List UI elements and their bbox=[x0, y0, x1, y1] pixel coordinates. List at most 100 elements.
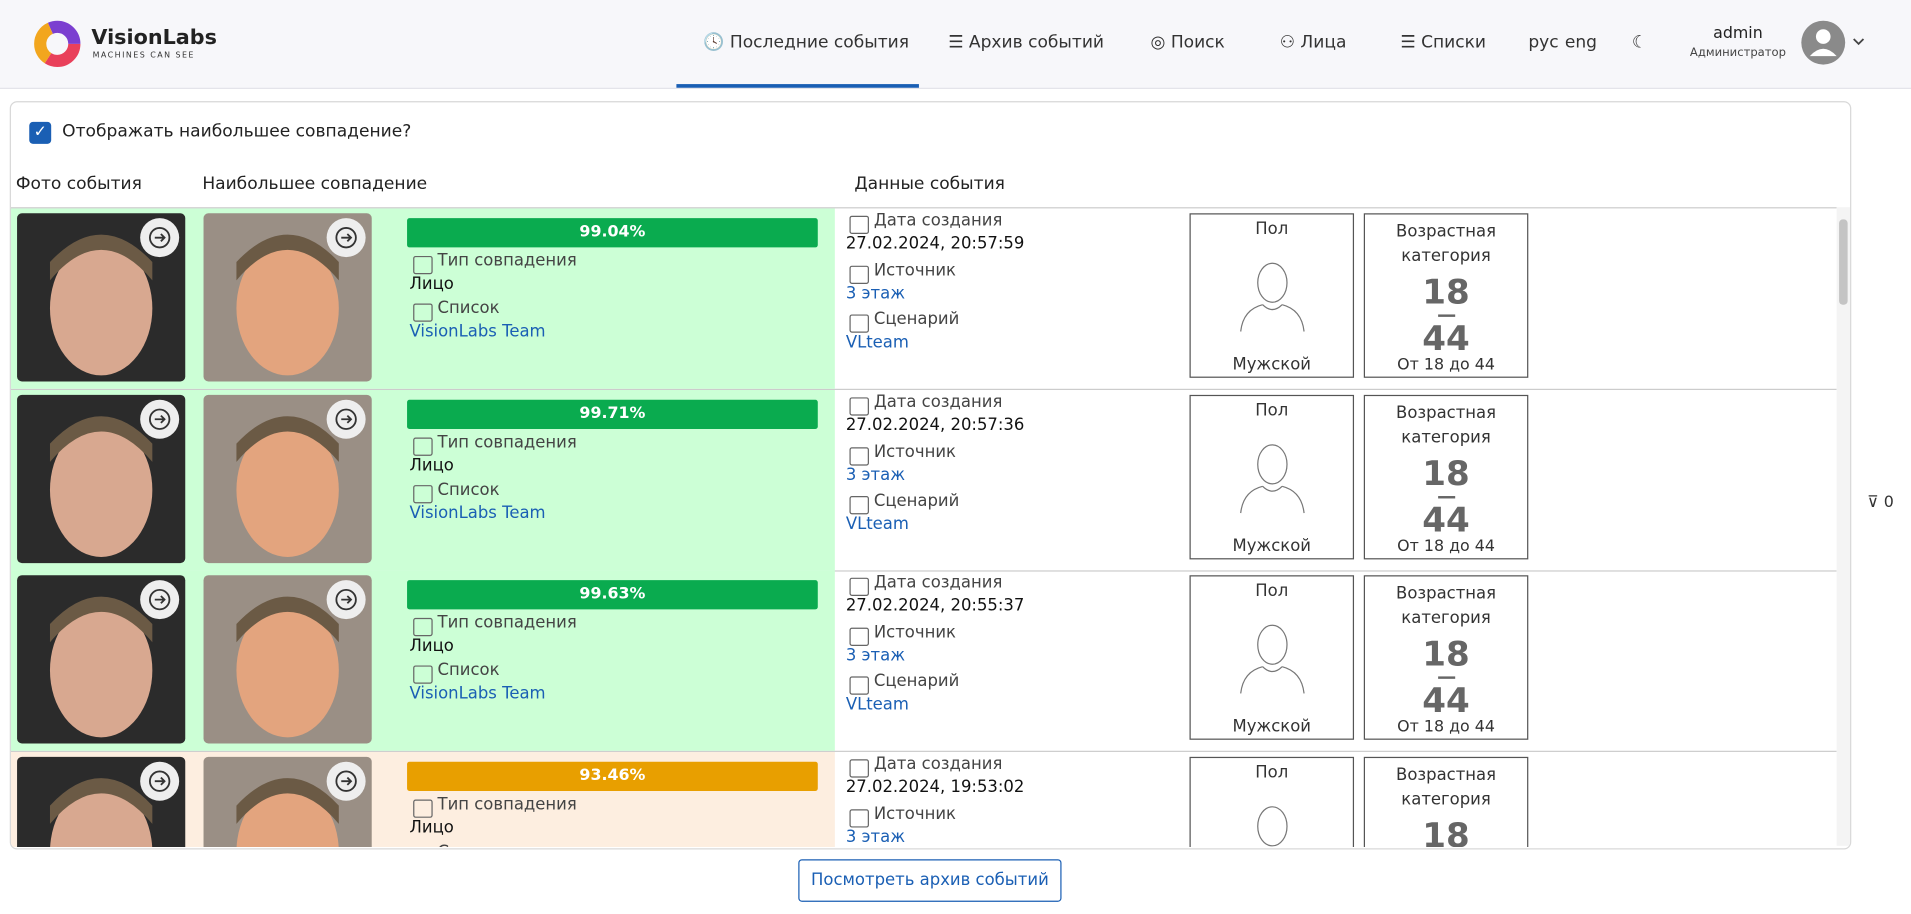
age-separator bbox=[1437, 314, 1455, 317]
event-row[interactable]: 99.63% Тип совпадения Лицо Список VisionLabs… bbox=[10, 570, 1837, 752]
face-image bbox=[49, 218, 180, 376]
score-bar: 99.71% bbox=[407, 399, 818, 429]
age-box: Возрастная категория 18 bbox=[1363, 756, 1529, 848]
event-row[interactable]: 99.71% Тип совпадения Лицо Список VisionLabs… bbox=[10, 389, 1837, 571]
theme-toggle[interactable]: ☾ bbox=[1631, 32, 1648, 53]
user-name: admin bbox=[1713, 24, 1763, 43]
date-label: Дата создания bbox=[873, 391, 1003, 412]
field-icon bbox=[849, 396, 869, 415]
filter-indicator[interactable]: ⊽ 0 bbox=[1867, 493, 1894, 512]
nav-item[interactable]: ◎ Поиск bbox=[1150, 32, 1225, 53]
event-row[interactable]: 93.46% Тип совпадения Лицо Список Дата созда… bbox=[10, 751, 1837, 848]
match-type-label: Тип совпадения bbox=[437, 613, 577, 633]
field-icon bbox=[413, 846, 433, 848]
checkbox[interactable]: ✓ bbox=[29, 121, 52, 144]
photo bbox=[203, 575, 372, 744]
filter-count: 0 bbox=[1883, 493, 1894, 512]
nav-item[interactable]: ⚇ Лица bbox=[1279, 32, 1347, 53]
age-box: Возрастная категория 18 44 От 18 до 44 bbox=[1363, 394, 1529, 559]
list-link: VisionLabs Team bbox=[409, 321, 546, 342]
date: 27.02.2024, 20:55:37 bbox=[845, 595, 1025, 616]
scenario-label: Сценарий bbox=[873, 490, 960, 511]
person-outline bbox=[1239, 443, 1305, 513]
event-row[interactable]: 99.04% Тип совпадения Лицо Список VisionLabs… bbox=[10, 208, 1837, 390]
gender-box: Пол bbox=[1189, 756, 1355, 848]
avatar[interactable] bbox=[1800, 20, 1868, 69]
face-image bbox=[49, 399, 180, 557]
user-role: Администратор bbox=[1689, 46, 1786, 60]
date: 27.02.2024, 20:57:59 bbox=[845, 234, 1025, 254]
scrollbar[interactable] bbox=[1836, 207, 1851, 846]
match-type: Лицо bbox=[409, 455, 454, 475]
lang[interactable]: eng bbox=[1564, 32, 1598, 53]
field-icon bbox=[849, 265, 869, 284]
age-max: 44 bbox=[1422, 318, 1470, 359]
gender-icon bbox=[1235, 437, 1308, 515]
person-outline bbox=[1239, 262, 1305, 332]
photo bbox=[17, 575, 186, 744]
photo bbox=[203, 394, 372, 563]
header: VisionLabs MACHINES CAN SEE 🕓 Последние … bbox=[0, 0, 1911, 89]
column-header: Наибольшее совпадение bbox=[202, 174, 428, 194]
person-outline bbox=[1256, 805, 1287, 846]
list-label: Список bbox=[438, 842, 500, 847]
logo-subtitle: MACHINES CAN SEE bbox=[92, 49, 195, 60]
date: 27.02.2024, 19:53:02 bbox=[845, 776, 1025, 797]
column-header: Данные события bbox=[854, 174, 1005, 194]
gender-box: Пол Мужской bbox=[1189, 394, 1355, 559]
face-image bbox=[236, 761, 366, 848]
age-box: Возрастная категория 18 44 От 18 до 44 bbox=[1363, 575, 1529, 740]
list-label: Список bbox=[437, 479, 500, 500]
age-box: Возрастная категория 18 44 От 18 до 44 bbox=[1363, 213, 1529, 378]
nav-active-underline bbox=[676, 84, 919, 88]
field-icon bbox=[849, 314, 869, 333]
age-label: Возрастная категория bbox=[1396, 402, 1497, 447]
field-icon bbox=[849, 577, 869, 596]
gender-value: Мужской bbox=[1232, 716, 1312, 737]
archive-button[interactable]: Посмотреть архив событий bbox=[798, 859, 1062, 902]
nav-item[interactable]: ☰ Списки bbox=[1400, 32, 1487, 53]
face-image bbox=[49, 761, 180, 848]
age-min: 18 bbox=[1422, 814, 1470, 848]
date-label: Дата создания bbox=[873, 753, 1003, 774]
source-label: Источник bbox=[873, 803, 956, 824]
age-max: 44 bbox=[1422, 499, 1470, 540]
age-range: От 18 до 44 bbox=[1397, 536, 1495, 556]
age-label: Возрастная категория bbox=[1396, 221, 1497, 266]
age-range: От 18 до 44 bbox=[1397, 355, 1495, 375]
age-min: 18 bbox=[1422, 452, 1470, 493]
scenario-link: VLteam bbox=[845, 332, 909, 353]
match-type: Лицо bbox=[409, 274, 454, 294]
lang[interactable]: рус bbox=[1528, 32, 1559, 53]
list-link: VisionLabs Team bbox=[409, 502, 546, 523]
field-icon bbox=[413, 303, 433, 322]
field-icon bbox=[849, 676, 869, 695]
match-type-label: Тип совпадения bbox=[437, 251, 577, 271]
nav-item[interactable]: 🕓 Последние события bbox=[703, 32, 910, 53]
gender-icon bbox=[1235, 256, 1308, 334]
nav-text: Поиск bbox=[1170, 32, 1225, 53]
score-bar: 99.04% bbox=[407, 218, 818, 248]
field-icon bbox=[413, 255, 433, 275]
source-link: 3 этаж bbox=[845, 826, 906, 847]
age-separator bbox=[1437, 676, 1455, 679]
list-label: Список bbox=[437, 660, 500, 681]
match-type-label: Тип совпадения bbox=[437, 794, 577, 814]
gender-label: Пол bbox=[1255, 219, 1289, 239]
photo bbox=[17, 213, 186, 382]
score-bar: 99.63% bbox=[407, 580, 818, 610]
scenario-label: Сценарий bbox=[873, 309, 960, 330]
age-max: 44 bbox=[1422, 680, 1470, 721]
events-panel: ✓ Отображать наибольшее совпадение? Фото… bbox=[9, 101, 1852, 850]
age-label: Возрастная категория bbox=[1396, 583, 1497, 628]
date: 27.02.2024, 20:57:36 bbox=[845, 414, 1025, 435]
date-label: Дата создания bbox=[873, 210, 1003, 231]
face-image bbox=[49, 580, 180, 738]
nav-item[interactable]: ☰ Архив событий bbox=[948, 32, 1105, 53]
field-icon bbox=[413, 665, 433, 684]
source-link: 3 этаж bbox=[845, 283, 906, 304]
face-image bbox=[236, 399, 366, 557]
face-image bbox=[236, 580, 366, 738]
